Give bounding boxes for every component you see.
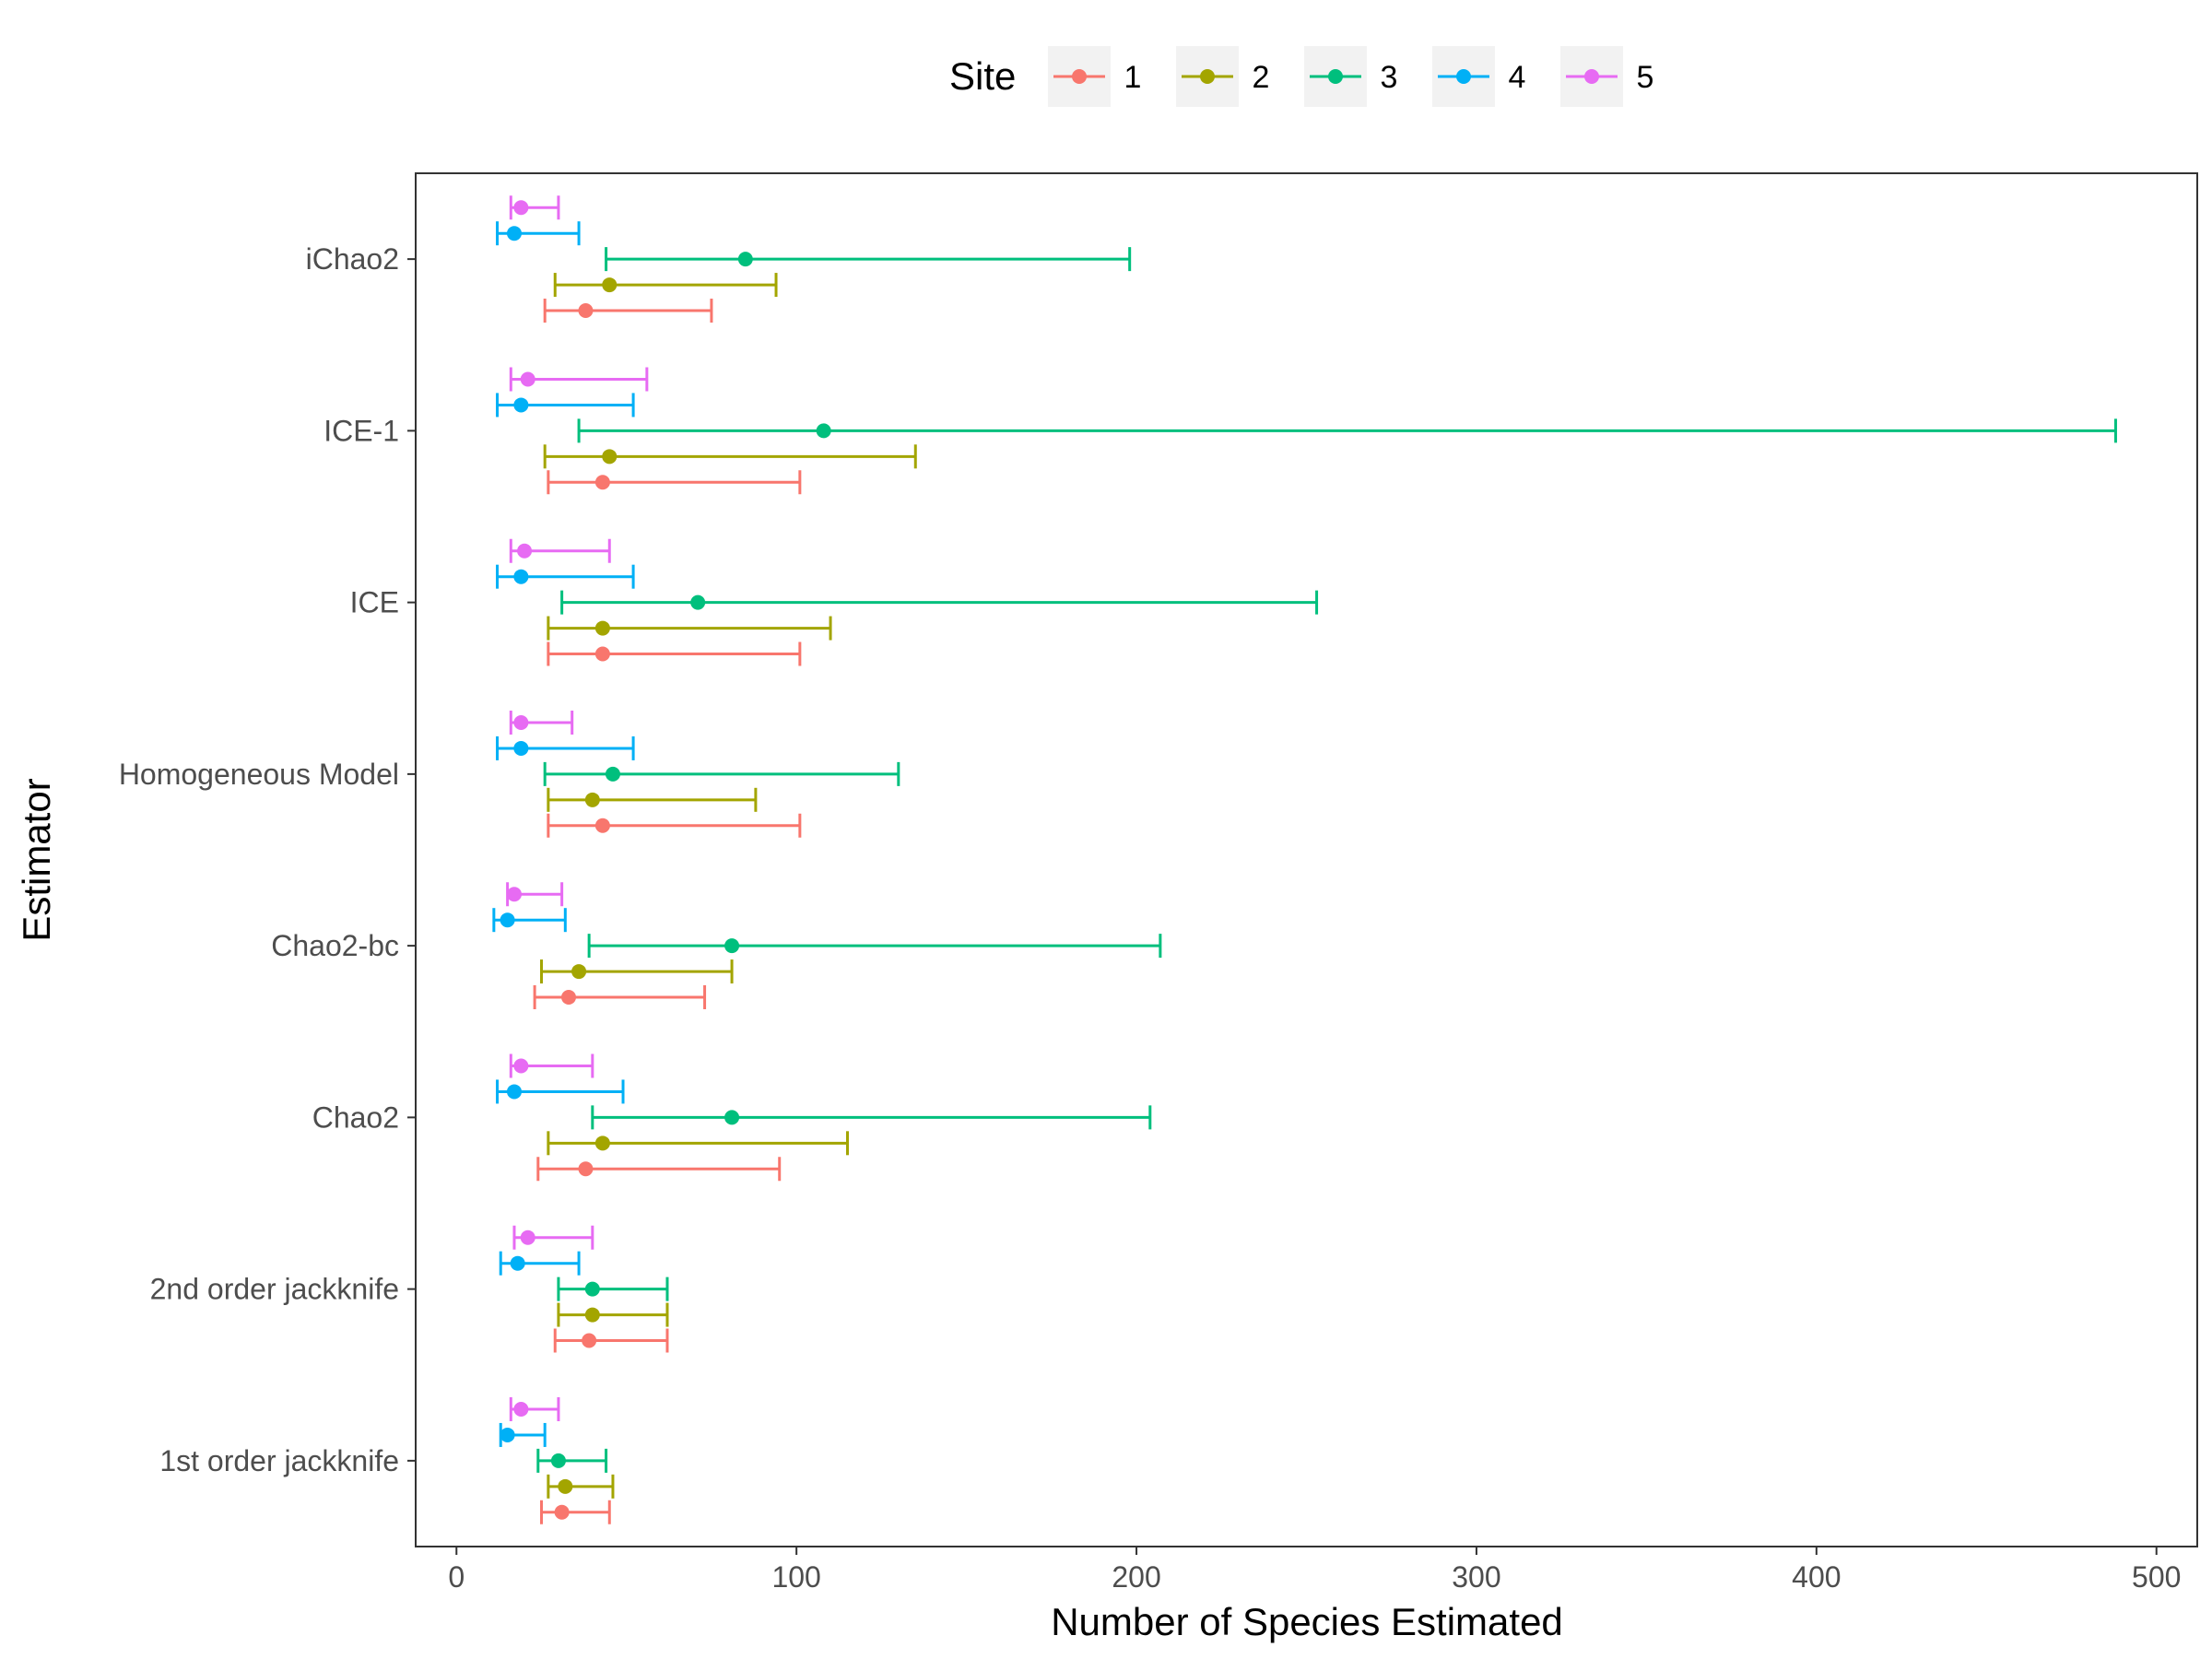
series-site-1 bbox=[533, 299, 802, 1524]
y-tick-label: ICE bbox=[350, 586, 399, 619]
estimate-point bbox=[510, 1255, 525, 1271]
y-axis: 1st order jackknife 2nd order jackknife Ch… bbox=[119, 242, 416, 1477]
legend-key-point bbox=[1072, 69, 1087, 84]
legend: Site 1 2 3 4 5 bbox=[949, 46, 1653, 107]
x-axis-title: Number of Species Estimated bbox=[1051, 1600, 1563, 1643]
x-axis: 0 100 200 300 400 500 bbox=[448, 1547, 2181, 1594]
y-tick-label: 2nd order jackknife bbox=[150, 1273, 399, 1306]
estimate-point bbox=[550, 1453, 566, 1468]
legend-key-point bbox=[1456, 69, 1471, 84]
legend-items: 1 2 3 4 5 bbox=[1048, 46, 1653, 107]
x-tick-label: 100 bbox=[771, 1560, 820, 1594]
estimate-point bbox=[513, 715, 529, 730]
y-tick-label: Chao2 bbox=[312, 1100, 399, 1134]
legend-label: 4 bbox=[1509, 60, 1526, 95]
estimate-point bbox=[517, 543, 533, 559]
x-tick-label: 500 bbox=[2132, 1560, 2181, 1594]
y-tick-label: 1st order jackknife bbox=[159, 1444, 399, 1477]
legend-key-point bbox=[1200, 69, 1215, 84]
estimate-point bbox=[594, 818, 610, 833]
estimate-point bbox=[520, 1230, 535, 1245]
x-tick-label: 200 bbox=[1112, 1560, 1160, 1594]
series-site-3 bbox=[536, 247, 2117, 1473]
estimate-point bbox=[737, 252, 753, 267]
estimate-point bbox=[594, 646, 610, 662]
estimate-point bbox=[513, 397, 529, 413]
x-tick-label: 0 bbox=[448, 1560, 465, 1594]
estimate-point bbox=[602, 277, 618, 293]
y-tick-label: Chao2-bc bbox=[271, 929, 399, 962]
x-tick-label: 400 bbox=[1792, 1560, 1841, 1594]
legend-item-site-4: 4 bbox=[1432, 46, 1525, 107]
estimate-point bbox=[724, 1110, 740, 1125]
estimate-point bbox=[724, 938, 740, 954]
estimate-point bbox=[500, 1427, 515, 1442]
y-tick-label: iChao2 bbox=[306, 242, 399, 276]
estimate-point bbox=[520, 371, 535, 387]
estimate-point bbox=[594, 620, 610, 636]
estimate-point bbox=[594, 1135, 610, 1151]
estimate-point bbox=[584, 792, 600, 807]
estimate-point bbox=[513, 200, 529, 216]
estimate-point bbox=[513, 1058, 529, 1074]
estimate-point bbox=[571, 964, 587, 980]
estimate-point bbox=[561, 990, 577, 1005]
estimate-point bbox=[554, 1504, 570, 1520]
estimate-point bbox=[506, 226, 522, 241]
legend-key-point bbox=[1584, 69, 1599, 84]
series-site-4 bbox=[492, 221, 635, 1447]
legend-item-site-5: 5 bbox=[1560, 46, 1653, 107]
legend-item-site-3: 3 bbox=[1304, 46, 1397, 107]
series-site-5 bbox=[506, 195, 649, 1421]
estimate-point bbox=[513, 740, 529, 756]
legend-label: 2 bbox=[1253, 60, 1270, 95]
estimate-point bbox=[513, 1402, 529, 1417]
series-site-2 bbox=[539, 273, 917, 1499]
estimate-point bbox=[582, 1333, 597, 1348]
estimate-point bbox=[584, 1307, 600, 1323]
y-tick-label: Homogeneous Model bbox=[119, 758, 399, 791]
estimate-point bbox=[513, 569, 529, 584]
legend-item-site-1: 1 bbox=[1048, 46, 1141, 107]
y-axis-title: Estimator bbox=[15, 778, 58, 941]
legend-label: 1 bbox=[1124, 60, 1142, 95]
legend-item-site-2: 2 bbox=[1176, 46, 1269, 107]
legend-label: 3 bbox=[1381, 60, 1398, 95]
estimate-point bbox=[506, 1084, 522, 1100]
estimate-point bbox=[602, 449, 618, 465]
estimate-point bbox=[506, 887, 522, 902]
legend-key-point bbox=[1328, 69, 1343, 84]
plot-panel bbox=[415, 172, 2198, 1547]
estimate-point bbox=[500, 912, 515, 928]
legend-label: 5 bbox=[1637, 60, 1654, 95]
x-tick-label: 300 bbox=[1452, 1560, 1500, 1594]
estimate-point bbox=[594, 475, 610, 490]
chart-marks bbox=[492, 195, 2117, 1524]
y-tick-label: ICE-1 bbox=[324, 414, 399, 447]
estimate-point bbox=[605, 766, 620, 782]
estimate-point bbox=[690, 594, 706, 610]
estimate-point bbox=[578, 1161, 594, 1177]
estimate-point bbox=[558, 1478, 573, 1494]
legend-title: Site bbox=[949, 54, 1016, 98]
estimate-point bbox=[816, 423, 831, 439]
estimate-point bbox=[578, 303, 594, 318]
estimate-point bbox=[584, 1281, 600, 1297]
